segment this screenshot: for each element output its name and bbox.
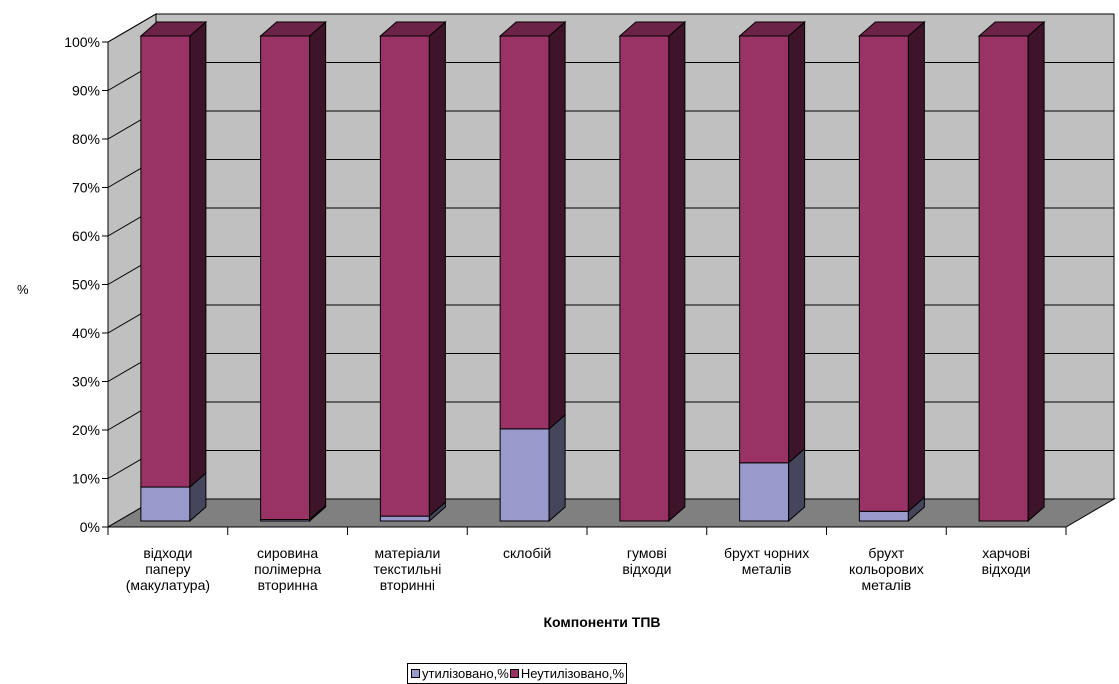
bar-segment-utilized [499,413,566,523]
bar-top [259,21,327,37]
bar-top [379,21,447,37]
bar-side [428,20,446,518]
x-tick-label: брухт чорних металів [724,545,809,577]
legend-item-not-utilized: Неутилізовано,% [509,666,624,681]
x-tick-label-line: гумові [627,545,667,561]
x-tick-label-line: відходи [143,545,192,561]
bar-front [978,35,1029,522]
legend-swatch-not-utilized [509,669,519,678]
tick-labels: 0% 10% 20% 30% 40% 50% 60% 70% 80% 90% 100% відходи… [64,34,1030,593]
x-tick-label-line: текстильні [373,561,441,577]
bar-top [139,21,208,37]
y-tick-label: 10% [72,471,100,487]
legend-swatch-utilized [411,669,420,678]
bar-front [499,35,550,430]
bar-segment-not-utilized [498,20,567,430]
bar-segment-not-utilized [139,20,208,489]
bars [139,20,1046,523]
bar-segment-not-utilized [379,20,447,518]
x-tick-label: сировина полімерна вторинна [254,545,321,593]
bar-side [668,20,686,523]
y-tick-label: 70% [72,180,100,196]
y-tick-label: 20% [72,422,100,438]
y-tick-label: 100% [64,34,100,50]
bar-segment-utilized [739,447,806,523]
x-tick-label: харчові відходи [982,545,1031,577]
bar-segment-not-utilized [259,20,327,521]
gridline [107,13,1114,43]
x-tick-label-line: матеріали [374,545,440,561]
axes [102,41,1067,535]
floor [106,498,1116,528]
x-tick-label: відходи паперу (макулатура) [126,545,210,593]
y-tick-label: 30% [72,374,100,390]
x-tick-label: брухт кольорових металів [849,545,924,593]
y-tick-label: 60% [72,228,100,244]
x-tick-label-line: (макулатура) [126,577,210,593]
bar-front [858,510,909,522]
legend: утилізовано,% Неутилізовано,% [407,663,628,684]
bar-segment-not-utilized [618,20,687,523]
x-tick-label-line: вторинна [258,577,318,593]
x-tick-label-line: брухт [868,545,904,561]
bar-front [739,35,790,464]
y-tick-label: 90% [72,83,100,99]
x-tick-label-line: відходи [622,561,671,577]
x-tick-label-line: брухт чорних [724,545,809,561]
x-tick-label: склобій [503,545,551,561]
bar-segment-not-utilized [977,20,1046,523]
y-tick-label: 0% [80,519,100,535]
y-tick-label: 40% [72,325,100,341]
bar-front [739,462,790,522]
x-tick-label: матеріали текстильні вторинні [373,545,441,593]
bar-side [548,20,566,430]
x-tick-label-line: вторинні [380,577,435,593]
bar-front [260,35,311,521]
bar-top [977,21,1046,37]
x-tick-label-line: металів [742,561,792,577]
x-tick-label-line: склобій [503,545,551,561]
legend-item-utilized: утилізовано,% [410,666,509,681]
bar-side [1027,20,1045,523]
x-tick-label-line: металів [862,577,912,593]
x-tick-label: гумові відходи [622,545,671,577]
bar-front [140,486,191,522]
bar-side [189,20,207,489]
x-tick-label-line: полімерна [254,561,321,577]
x-tick-label-line: відходи [982,561,1031,577]
legend-label-utilized: утилізовано,% [422,666,509,681]
bar-front [499,428,550,522]
bar-segment-not-utilized [858,20,926,513]
bar-top [498,21,567,37]
bar-side [548,413,566,523]
bar-front [619,35,670,522]
bar-segment-not-utilized [738,20,806,464]
x-tick-label-line: кольорових [849,561,924,577]
bar-front [858,35,909,512]
x-tick-label-line: харчові [982,545,1030,561]
x-tick-label-line: сировина [257,545,318,561]
y-axis-label: % [17,282,29,297]
x-tick-label-line: паперу [145,561,190,577]
bar-segment-utilized [140,471,207,523]
bar-front [140,35,191,488]
x-axis-label: Компоненти ТПВ [543,614,660,630]
bar-side [788,20,806,464]
y-tick-label: 50% [72,277,100,293]
bar-top [738,21,806,37]
bar-front [379,35,430,517]
bar-side [907,20,925,513]
bar-front [379,515,430,522]
bar-top [858,21,926,37]
legend-label-not-utilized: Неутилізовано,% [520,666,625,681]
y-tick-label: 80% [72,131,100,147]
bar-top [618,21,687,37]
bar-side [309,20,327,521]
